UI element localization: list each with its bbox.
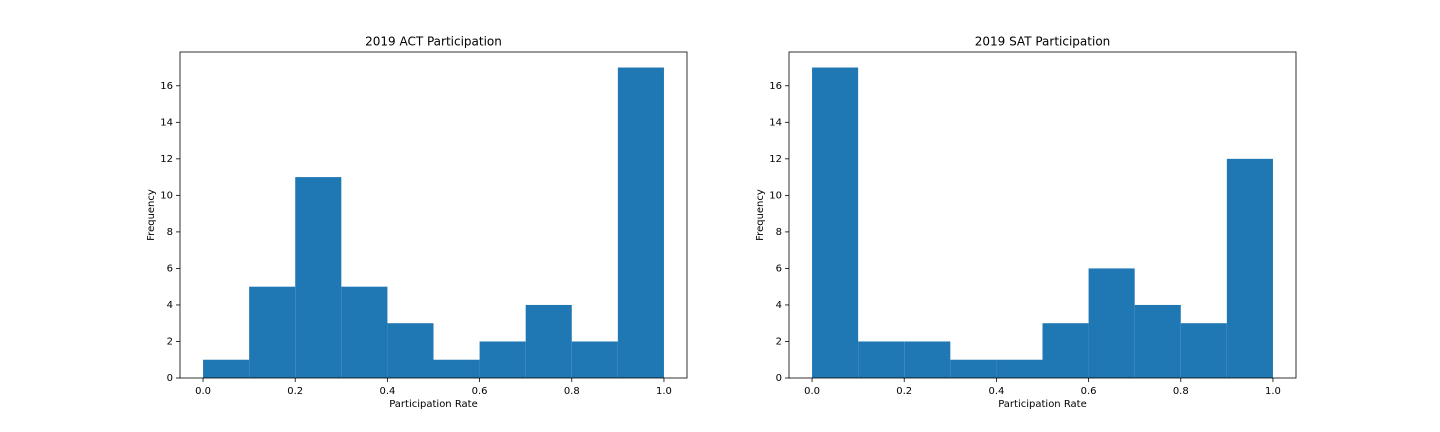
y-tick-label: 0 bbox=[776, 373, 782, 384]
x-tick-label: 0.4 bbox=[988, 386, 1004, 397]
histogram-bar bbox=[858, 341, 905, 378]
axes-frame bbox=[179, 51, 688, 379]
y-tick-label: 16 bbox=[160, 81, 173, 92]
y-axis-label: Frequency bbox=[146, 189, 157, 241]
histogram-bar bbox=[996, 359, 1043, 378]
histogram-bar bbox=[203, 359, 250, 378]
y-axis-label: Frequency bbox=[755, 189, 766, 241]
x-tick-label: 0.0 bbox=[804, 386, 820, 397]
histogram-bar bbox=[1088, 268, 1135, 378]
histogram-bar bbox=[525, 304, 572, 378]
y-tick-label: 12 bbox=[769, 154, 782, 165]
axes-frame bbox=[788, 51, 1297, 379]
x-tick-label: 0.8 bbox=[1173, 386, 1189, 397]
histogram-bar bbox=[249, 286, 296, 378]
histogram-bar bbox=[1134, 304, 1181, 378]
histogram-bar bbox=[1042, 323, 1089, 378]
y-tick-label: 10 bbox=[769, 190, 782, 201]
chart-title: 2019 SAT Participation bbox=[975, 35, 1111, 49]
histogram-bar bbox=[617, 67, 664, 379]
y-tick-label: 14 bbox=[769, 117, 782, 128]
y-tick-label: 4 bbox=[776, 300, 782, 311]
y-tick-label: 0 bbox=[167, 373, 173, 384]
y-tick-label: 10 bbox=[160, 190, 173, 201]
y-tick-label: 16 bbox=[769, 81, 782, 92]
histogram-bar bbox=[812, 67, 859, 379]
x-tick-label: 1.0 bbox=[656, 386, 672, 397]
x-axis-label: Participation Rate bbox=[998, 399, 1087, 410]
x-tick-label: 0.6 bbox=[472, 386, 488, 397]
x-tick-label: 0.2 bbox=[896, 386, 912, 397]
y-tick-label: 8 bbox=[167, 227, 173, 238]
histogram-bar bbox=[479, 341, 526, 378]
x-tick-label: 0.2 bbox=[287, 386, 303, 397]
histogram-bar bbox=[571, 341, 618, 378]
y-tick-label: 8 bbox=[776, 227, 782, 238]
y-tick-label: 6 bbox=[167, 263, 173, 274]
histogram-bar bbox=[904, 341, 951, 378]
y-tick-label: 14 bbox=[160, 117, 173, 128]
x-tick-label: 1.0 bbox=[1265, 386, 1281, 397]
y-tick-label: 12 bbox=[160, 154, 173, 165]
histogram-bar bbox=[433, 359, 480, 378]
y-tick-label: 2 bbox=[167, 336, 173, 347]
histogram-bar bbox=[950, 359, 997, 378]
y-tick-label: 2 bbox=[776, 336, 782, 347]
x-tick-label: 0.6 bbox=[1081, 386, 1097, 397]
histogram-bar bbox=[1226, 158, 1273, 378]
histogram-bar bbox=[295, 177, 342, 378]
y-tick-label: 6 bbox=[776, 263, 782, 274]
x-tick-label: 0.0 bbox=[195, 386, 211, 397]
histogram-bar bbox=[341, 286, 388, 378]
histogram-bar bbox=[387, 323, 434, 378]
histogram-bar bbox=[1180, 323, 1227, 378]
x-tick-label: 0.4 bbox=[379, 386, 395, 397]
chart-title: 2019 ACT Participation bbox=[365, 35, 502, 49]
y-tick-label: 4 bbox=[167, 300, 173, 311]
x-tick-label: 0.8 bbox=[564, 386, 580, 397]
x-axis-label: Participation Rate bbox=[389, 399, 478, 410]
